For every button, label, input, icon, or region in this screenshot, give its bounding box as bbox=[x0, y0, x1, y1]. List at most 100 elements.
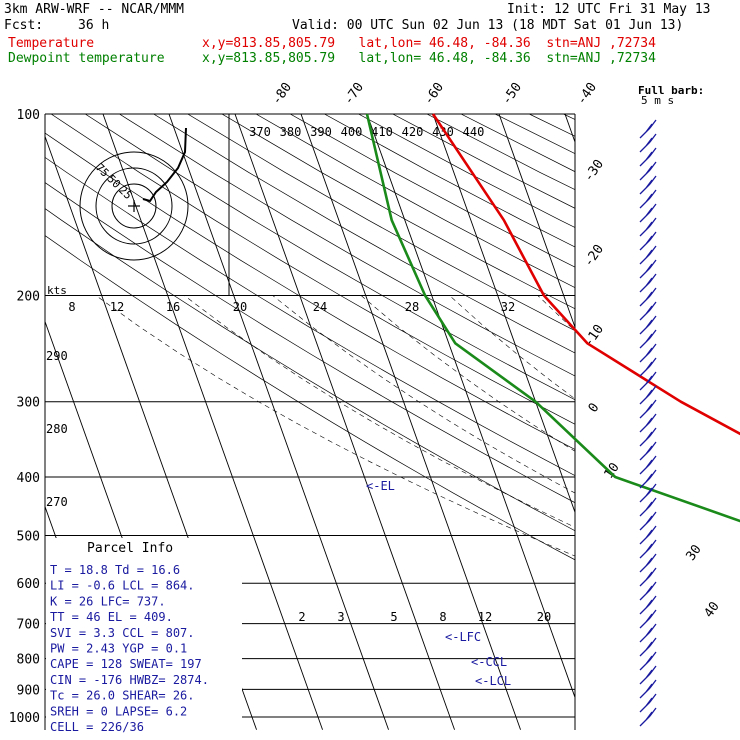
hodograph-ring bbox=[111, 183, 157, 229]
pressure-tick-label: 300 bbox=[17, 396, 40, 411]
dry-adiabat bbox=[358, 114, 575, 228]
wind-barb bbox=[639, 455, 657, 475]
thetae-label: 12 bbox=[110, 300, 124, 314]
thetae-label: 20 bbox=[233, 300, 247, 314]
dewpoint-profile bbox=[365, 113, 740, 523]
hodograph-ring-label: 25 bbox=[116, 184, 135, 203]
wind-barb bbox=[639, 525, 657, 545]
level-marker: <-EL bbox=[366, 479, 395, 493]
parcel-info-row: CAPE = 128 SWEAT= 197 bbox=[50, 657, 202, 671]
dry-adiabat bbox=[563, 114, 575, 120]
theta-label: 440 bbox=[463, 125, 485, 139]
temp-legend-info: x,y=813.85,805.79 lat,lon= 46.48, -84.36… bbox=[202, 36, 656, 51]
wind-barb bbox=[639, 567, 657, 587]
theta-label: 390 bbox=[310, 125, 332, 139]
dry-adiabat bbox=[45, 235, 575, 561]
wind-barb bbox=[639, 343, 657, 363]
dry-adiabat bbox=[119, 114, 575, 377]
isotherm-label: -40 bbox=[574, 80, 600, 108]
moist-adiabat bbox=[537, 295, 575, 332]
parcel-info-rows: T = 18.8 Td = 16.6 LI = -0.6 LCL = 864.K … bbox=[50, 563, 209, 734]
parcel-info-row: CELL = 226/36 bbox=[50, 720, 144, 734]
wind-barb bbox=[639, 203, 657, 223]
isotherm-label: -70 bbox=[341, 80, 367, 108]
mixing-ratio-label: 8 bbox=[439, 610, 446, 624]
isotherm-line bbox=[234, 114, 455, 730]
model-title: 3km ARW-WRF -- NCAR/MMM bbox=[4, 2, 185, 17]
isotherm-label: -20 bbox=[581, 242, 607, 270]
dry-adiabat bbox=[529, 114, 575, 137]
moist-adiabat bbox=[184, 295, 575, 528]
theta-label: 410 bbox=[371, 125, 393, 139]
wind-barb bbox=[639, 231, 657, 251]
thetae-label: 24 bbox=[313, 300, 327, 314]
dry-adiabat bbox=[50, 114, 575, 425]
pressure-tick-label: 400 bbox=[17, 471, 40, 486]
barb-legend-title: Full barb: bbox=[638, 84, 704, 97]
parcel-info-row: PW = 2.43 YGP = 0.1 bbox=[50, 642, 187, 656]
parcel-info-row: T = 18.8 Td = 16.6 bbox=[50, 563, 180, 577]
isotherm-line bbox=[432, 114, 575, 514]
dry-adiabat bbox=[85, 114, 575, 401]
wind-barb bbox=[639, 581, 657, 601]
isotherm-label: -10 bbox=[581, 322, 607, 350]
side-theta-label: 270 bbox=[46, 495, 68, 509]
parcel-info-row: K = 26 LFC= 737. bbox=[50, 594, 166, 608]
pressure-tick-label: 800 bbox=[17, 653, 40, 668]
isotherm-line bbox=[631, 114, 740, 730]
mixing-ratio-label: 3 bbox=[337, 610, 344, 624]
wind-barb bbox=[639, 637, 657, 657]
wind-barb bbox=[639, 651, 657, 671]
isotherm-line bbox=[498, 114, 575, 329]
moist-adiabats bbox=[95, 295, 740, 718]
isotherm-label: 30 bbox=[683, 542, 704, 563]
wind-barb bbox=[639, 329, 657, 349]
mixing-ratio-label: 2 bbox=[298, 610, 305, 624]
valid-time: Valid: 00 UTC Sun 02 Jun 13 (18 MDT Sat … bbox=[292, 18, 684, 33]
isotherm-label: -30 bbox=[581, 157, 607, 185]
wind-barb bbox=[639, 483, 657, 503]
moist-adiabat bbox=[360, 295, 575, 452]
isotherm-label: 0 bbox=[586, 400, 603, 415]
parcel-info-row: SREH = 0 LAPSE= 6.2 bbox=[50, 704, 187, 718]
hodograph-ring bbox=[79, 151, 189, 261]
wind-barb bbox=[639, 119, 657, 139]
wind-barb bbox=[639, 595, 657, 615]
moist-adiabat bbox=[272, 295, 575, 494]
moist-adiabat bbox=[715, 296, 740, 718]
wind-barb bbox=[639, 189, 657, 209]
wind-barb bbox=[639, 133, 657, 153]
isotherm-line bbox=[102, 114, 323, 730]
wind-barb bbox=[639, 147, 657, 167]
wind-barb bbox=[639, 385, 657, 405]
dew-legend-label: Dewpoint temperature bbox=[8, 51, 165, 66]
pressure-tick-label: 700 bbox=[17, 618, 40, 633]
dry-adiabat bbox=[45, 156, 575, 477]
wind-barb bbox=[639, 259, 657, 279]
fcst-label: Fcst: bbox=[4, 18, 44, 33]
thetae-label: 28 bbox=[405, 300, 419, 314]
barb-legend-units: 5 m s bbox=[641, 94, 674, 107]
dry-adiabats bbox=[45, 114, 740, 730]
isotherm-line bbox=[168, 114, 389, 730]
dry-adiabat bbox=[734, 114, 740, 730]
wind-barb bbox=[639, 623, 657, 643]
wind-barb bbox=[639, 707, 657, 727]
hodograph-trace bbox=[142, 127, 187, 203]
wind-barb bbox=[639, 511, 657, 531]
theta-label: 380 bbox=[280, 125, 302, 139]
dry-adiabat bbox=[290, 114, 575, 268]
isotherm-line bbox=[564, 114, 575, 144]
wind-barb bbox=[639, 609, 657, 629]
wind-barb bbox=[639, 399, 657, 419]
wind-barb bbox=[639, 287, 657, 307]
isotherm-label: 40 bbox=[701, 599, 722, 620]
isotherm-label: -80 bbox=[269, 80, 295, 108]
temperature-profile bbox=[431, 113, 740, 436]
isotherm-label: 10 bbox=[601, 460, 622, 481]
dry-adiabat bbox=[45, 132, 575, 450]
wind-barb bbox=[639, 161, 657, 181]
dry-adiabat bbox=[255, 114, 575, 289]
parcel-info-box bbox=[46, 538, 242, 730]
